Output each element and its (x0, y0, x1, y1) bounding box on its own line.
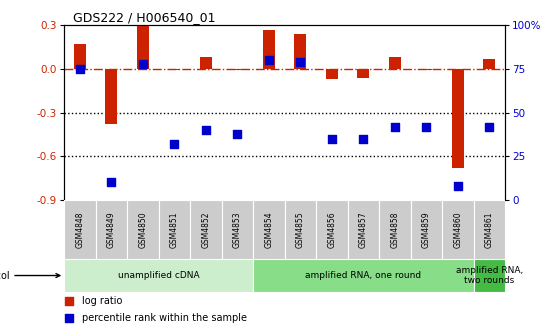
Point (328, 136, 336, 141)
Bar (232, 69, 243, 70)
Bar (316, 200, 348, 259)
Bar (348, 200, 379, 259)
Point (75, 66, 84, 72)
Bar (190, 200, 222, 259)
Text: GDS222 / H006540_01: GDS222 / H006540_01 (73, 11, 215, 24)
Bar (127, 200, 158, 259)
Text: GSM4848: GSM4848 (75, 211, 84, 248)
Point (296, 59, 305, 65)
Point (233, 131, 242, 136)
Text: GSM4854: GSM4854 (264, 211, 273, 248)
Bar (294, 34, 306, 69)
Text: log ratio: log ratio (82, 296, 122, 306)
Point (201, 127, 210, 133)
Text: GSM4849: GSM4849 (107, 211, 116, 248)
Point (390, 124, 399, 129)
Text: percentile rank within the sample: percentile rank within the sample (82, 312, 247, 323)
Bar (285, 200, 316, 259)
Point (359, 136, 368, 141)
Bar (74, 44, 86, 69)
Text: GSM4852: GSM4852 (201, 211, 210, 248)
Bar (169, 69, 180, 70)
Text: GSM4858: GSM4858 (390, 211, 400, 248)
Point (107, 180, 116, 185)
Bar (474, 259, 505, 292)
Bar (64, 259, 253, 292)
Bar (158, 200, 190, 259)
Text: GSM4855: GSM4855 (296, 211, 305, 248)
Point (453, 183, 462, 188)
Text: amplified RNA,
two rounds: amplified RNA, two rounds (456, 266, 523, 285)
Text: unamplified cDNA: unamplified cDNA (118, 271, 199, 280)
Bar (95, 200, 127, 259)
Text: GSM4850: GSM4850 (138, 211, 147, 248)
Bar (253, 259, 474, 292)
Point (264, 57, 273, 63)
Bar (222, 200, 253, 259)
Bar (105, 69, 117, 124)
Bar (483, 59, 496, 69)
Point (64, 298, 73, 303)
Bar (263, 30, 275, 69)
Text: GSM4860: GSM4860 (453, 211, 462, 248)
Text: GSM4853: GSM4853 (233, 211, 242, 248)
Text: GSM4861: GSM4861 (485, 211, 494, 248)
Text: protocol: protocol (0, 270, 60, 281)
Point (170, 141, 179, 147)
Bar (379, 200, 411, 259)
Bar (389, 57, 401, 69)
Text: GSM4857: GSM4857 (359, 211, 368, 248)
Bar (442, 200, 474, 259)
Bar (326, 69, 338, 79)
Point (485, 124, 494, 129)
Bar (253, 200, 285, 259)
Point (64, 315, 73, 320)
Bar (474, 200, 505, 259)
Bar (64, 200, 95, 259)
Text: GSM4859: GSM4859 (422, 211, 431, 248)
Bar (137, 25, 149, 69)
Bar (452, 69, 464, 168)
Point (422, 124, 431, 129)
Text: amplified RNA, one round: amplified RNA, one round (305, 271, 421, 280)
Bar (200, 57, 212, 69)
Bar (357, 69, 369, 78)
Bar (420, 69, 432, 70)
Bar (411, 200, 442, 259)
Text: GSM4856: GSM4856 (328, 211, 336, 248)
Point (138, 61, 147, 66)
Text: GSM4851: GSM4851 (170, 211, 179, 248)
